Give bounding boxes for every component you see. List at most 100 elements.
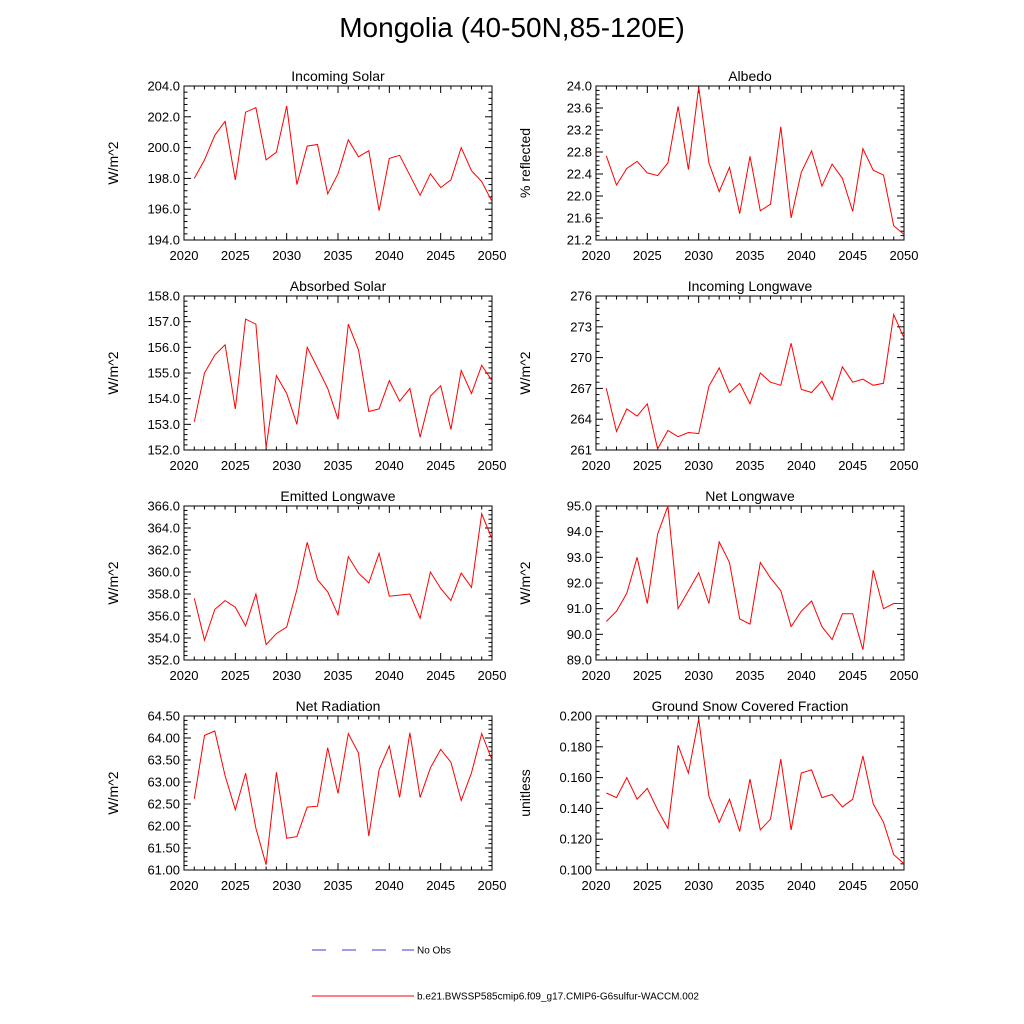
y-tick-label: 90.0 (567, 627, 592, 642)
y-axis-label: W/m^2 (105, 351, 121, 394)
y-tick-label: 92.0 (567, 576, 592, 591)
y-tick-label: 94.0 (567, 524, 592, 539)
panel-title: Net Radiation (296, 698, 381, 714)
x-tick-label: 2050 (478, 458, 507, 473)
chart-panel: Absorbed Solar W/m^2 2020 2025 2030 2035 2040 2… (105, 278, 506, 473)
x-tick-label: 2040 (375, 458, 404, 473)
y-tick-label: 158.0 (147, 289, 180, 304)
chart-panel: Net Longwave W/m^2 2020 2025 2030 2035 2040 204… (517, 488, 918, 683)
x-tick-label: 2030 (684, 458, 713, 473)
x-tick-label: 2045 (426, 458, 455, 473)
page-title: Mongolia (40-50N,85-120E) (339, 12, 685, 43)
chart-panel: Emitted Longwave W/m^2 2020 2025 2030 2035 204… (105, 488, 506, 683)
x-tick-label: 2020 (582, 878, 611, 893)
plot-frame (595, 505, 905, 661)
y-tick-label: 0.160 (559, 770, 592, 785)
series-line (605, 87, 905, 235)
panel-title: Emitted Longwave (280, 488, 395, 504)
y-tick-label: 198.0 (147, 171, 180, 186)
y-axis-label: % reflected (517, 128, 533, 198)
y-tick-label: 273 (570, 319, 592, 334)
y-tick-label: 352.0 (147, 653, 180, 668)
y-tick-label: 21.2 (567, 233, 592, 248)
x-tick-label: 2020 (170, 248, 199, 263)
y-tick-label: 61.00 (147, 863, 180, 878)
x-tick-label: 2045 (426, 248, 455, 263)
y-tick-label: 62.00 (147, 819, 180, 834)
x-tick-label: 2030 (272, 458, 301, 473)
series-line (606, 719, 905, 865)
x-tick-label: 2035 (324, 458, 353, 473)
y-axis-label: W/m^2 (517, 561, 533, 604)
y-axis-label: W/m^2 (105, 771, 121, 814)
y-tick-label: 64.50 (147, 709, 180, 724)
x-tick-label: 2025 (633, 248, 662, 263)
y-tick-label: 261 (570, 443, 592, 458)
x-tick-label: 2020 (170, 878, 199, 893)
y-tick-label: 154.0 (147, 391, 180, 406)
x-tick-label: 2020 (170, 458, 199, 473)
x-tick-label: 2040 (787, 668, 816, 683)
y-tick-label: 264 (570, 412, 592, 427)
x-tick-label: 2035 (324, 668, 353, 683)
plot-frame (183, 505, 493, 661)
x-tick-label: 2050 (478, 248, 507, 263)
series-line (193, 318, 493, 448)
x-tick-label: 2025 (633, 458, 662, 473)
y-tick-label: 204.0 (147, 79, 180, 94)
x-tick-label: 2020 (582, 248, 611, 263)
x-tick-label: 2035 (324, 878, 353, 893)
x-tick-label: 2025 (633, 878, 662, 893)
chart-panel: Albedo % reflected 2020 2025 2030 2035 2040 204… (517, 68, 918, 263)
y-tick-label: 61.50 (147, 841, 180, 856)
x-tick-label: 2030 (684, 248, 713, 263)
series-line (193, 105, 493, 211)
y-tick-label: 0.100 (559, 863, 592, 878)
x-tick-label: 2040 (787, 248, 816, 263)
x-tick-label: 2020 (170, 668, 199, 683)
y-tick-label: 196.0 (147, 202, 180, 217)
y-tick-label: 366.0 (147, 499, 180, 514)
y-tick-label: 270 (570, 350, 592, 365)
x-tick-label: 2030 (684, 878, 713, 893)
y-tick-label: 21.6 (567, 211, 592, 226)
panel-title: Absorbed Solar (290, 278, 387, 294)
y-tick-label: 364.0 (147, 521, 180, 536)
x-tick-label: 2035 (324, 248, 353, 263)
y-tick-label: 157.0 (147, 314, 180, 329)
y-tick-label: 62.50 (147, 797, 180, 812)
x-tick-label: 2035 (736, 458, 765, 473)
x-tick-label: 2050 (478, 668, 507, 683)
y-tick-label: 63.50 (147, 753, 180, 768)
y-tick-label: 91.0 (567, 601, 592, 616)
x-tick-label: 2040 (375, 878, 404, 893)
y-tick-label: 22.8 (567, 145, 592, 160)
series-line (193, 730, 493, 865)
y-tick-label: 155.0 (147, 366, 180, 381)
y-tick-label: 152.0 (147, 443, 180, 458)
y-tick-label: 153.0 (147, 417, 180, 432)
x-tick-label: 2035 (736, 248, 765, 263)
y-tick-label: 356.0 (147, 609, 180, 624)
plot-frame (595, 295, 905, 451)
x-tick-label: 2025 (221, 248, 250, 263)
chart-panel: Net Radiation W/m^2 2020 2025 2030 2035 2040 20… (105, 698, 506, 893)
x-tick-label: 2035 (736, 878, 765, 893)
x-tick-label: 2040 (787, 458, 816, 473)
x-tick-label: 2050 (478, 878, 507, 893)
y-tick-label: 95.0 (567, 499, 592, 514)
x-tick-label: 2040 (375, 668, 404, 683)
y-tick-label: 358.0 (147, 587, 180, 602)
y-tick-label: 93.0 (567, 550, 592, 565)
panel-title: Net Longwave (705, 488, 795, 504)
y-tick-label: 267 (570, 381, 592, 396)
y-tick-label: 0.140 (559, 801, 592, 816)
x-tick-label: 2025 (221, 668, 250, 683)
y-tick-label: 22.0 (567, 189, 592, 204)
y-tick-label: 0.120 (559, 832, 592, 847)
x-tick-label: 2045 (838, 248, 867, 263)
panel-title: Incoming Solar (291, 68, 385, 84)
x-tick-label: 2050 (890, 458, 919, 473)
y-axis-label: unitless (517, 769, 533, 816)
